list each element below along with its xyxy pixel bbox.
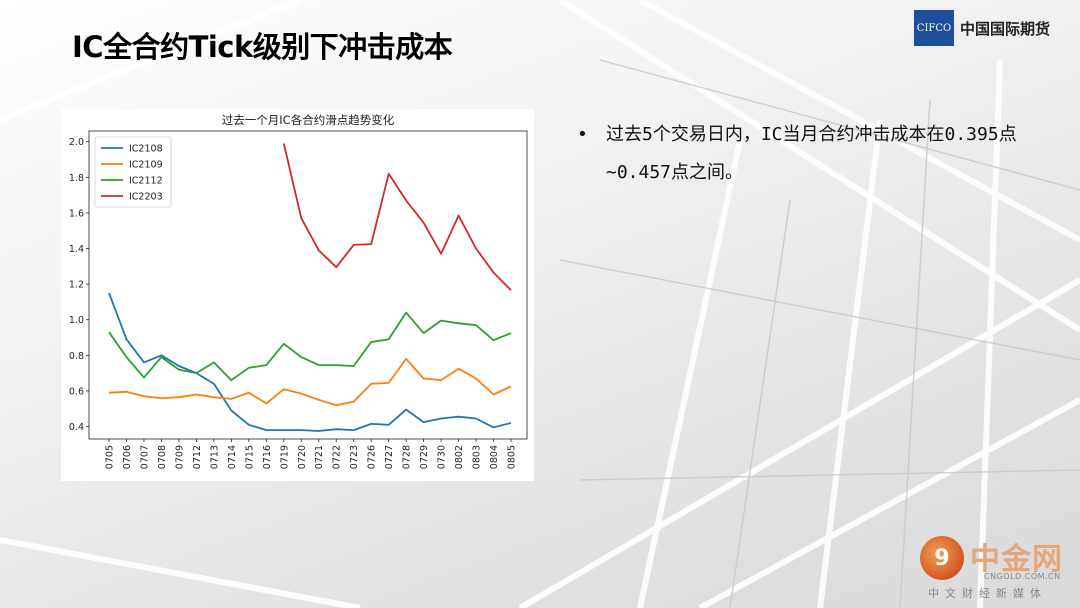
x-tick-label: 0722 <box>332 445 343 469</box>
series-line-ic2108 <box>108 292 512 432</box>
cifco-logo-mark: CIFCO <box>914 10 954 46</box>
x-tick-label: 0730 <box>437 445 448 469</box>
series-line-ic2109 <box>108 358 512 407</box>
x-tick-label: 0719 <box>279 445 290 469</box>
legend-box <box>94 136 172 208</box>
y-tick-label: 2.0 <box>69 137 84 148</box>
x-tick-label: 0713 <box>209 445 220 469</box>
x-tick-label: 0708 <box>157 445 168 469</box>
x-tick-label: 0707 <box>139 445 150 469</box>
x-tick-label: 0712 <box>192 445 203 469</box>
x-tick-label: 0714 <box>227 445 238 469</box>
x-tick-label: 0729 <box>419 445 430 469</box>
y-tick-label: 1.0 <box>69 315 84 326</box>
watermark-name: 中金网 <box>970 542 1063 577</box>
company-name: 中国国际期货 <box>960 19 1051 38</box>
chart-title: 过去一个月IC各合约滑点趋势变化 <box>222 113 395 127</box>
company-logo: CIFCO 中国国际期货 <box>914 10 1050 46</box>
legend-label-ic2108: IC2108 <box>129 144 163 155</box>
bullet-point: • 过去5个交易日内，IC当月合约冲击成本在0.395点~0.457点之间。 <box>577 116 1047 192</box>
chart-panel: 过去一个月IC各合约滑点趋势变化 0.4 0.6 0.8 1.0 1.2 1.4 1.6 1.8… <box>61 109 534 481</box>
x-tick-label: 0721 <box>314 445 325 469</box>
x-tick-label: 0720 <box>297 445 308 469</box>
slide-title: IC全合约Tick级别下冲击成本 <box>72 30 453 64</box>
legend-label-ic2112: IC2112 <box>129 176 163 187</box>
cngold-logo-icon: 9 <box>920 536 964 580</box>
series-line-ic2112 <box>108 311 512 382</box>
x-tick-label: 0728 <box>402 445 413 469</box>
watermark-tagline: 中文财经新媒体 <box>928 587 1047 600</box>
watermark-url: CNGOLD.COM.CN <box>984 572 1061 581</box>
x-tick-label: 0805 <box>507 445 518 469</box>
y-tick-label: 1.2 <box>69 280 84 291</box>
x-tick-label: 0802 <box>454 445 465 469</box>
bullet-text: 过去5个交易日内，IC当月合约冲击成本在0.395点~0.457点之间。 <box>606 124 1017 183</box>
y-tick-label: 1.6 <box>69 208 84 219</box>
y-tick-label: 1.8 <box>69 173 84 184</box>
cngold-watermark: 9 中金网 CNGOLD.COM.CN 中文财经新媒体 <box>920 534 1070 602</box>
y-tick-label: 1.4 <box>69 244 84 255</box>
slippage-line-chart: 过去一个月IC各合约滑点趋势变化 0.4 0.6 0.8 1.0 1.2 1.4 1.6 1.8… <box>69 113 528 469</box>
y-tick-label: 0.8 <box>69 351 84 362</box>
x-tick-label: 0716 <box>262 445 273 469</box>
x-tick-label: 0723 <box>349 445 360 469</box>
x-tick-label: 0727 <box>384 445 395 469</box>
x-tick-label: 0709 <box>174 445 185 469</box>
x-tick-label: 0715 <box>244 445 255 469</box>
legend-label-ic2109: IC2109 <box>129 160 163 171</box>
x-tick-label: 0803 <box>472 445 483 469</box>
y-tick-label: 0.4 <box>69 422 84 433</box>
x-tick-label: 0706 <box>122 445 133 469</box>
y-tick-label: 0.6 <box>69 386 84 397</box>
x-tick-label: 0705 <box>105 445 116 469</box>
legend-label-ic2203: IC2203 <box>129 192 163 203</box>
plot-frame <box>88 130 528 440</box>
series-line-ic2203 <box>282 143 512 291</box>
x-tick-label: 0726 <box>367 445 378 469</box>
x-tick-label: 0804 <box>489 445 500 469</box>
bullet-dot: • <box>577 124 588 145</box>
